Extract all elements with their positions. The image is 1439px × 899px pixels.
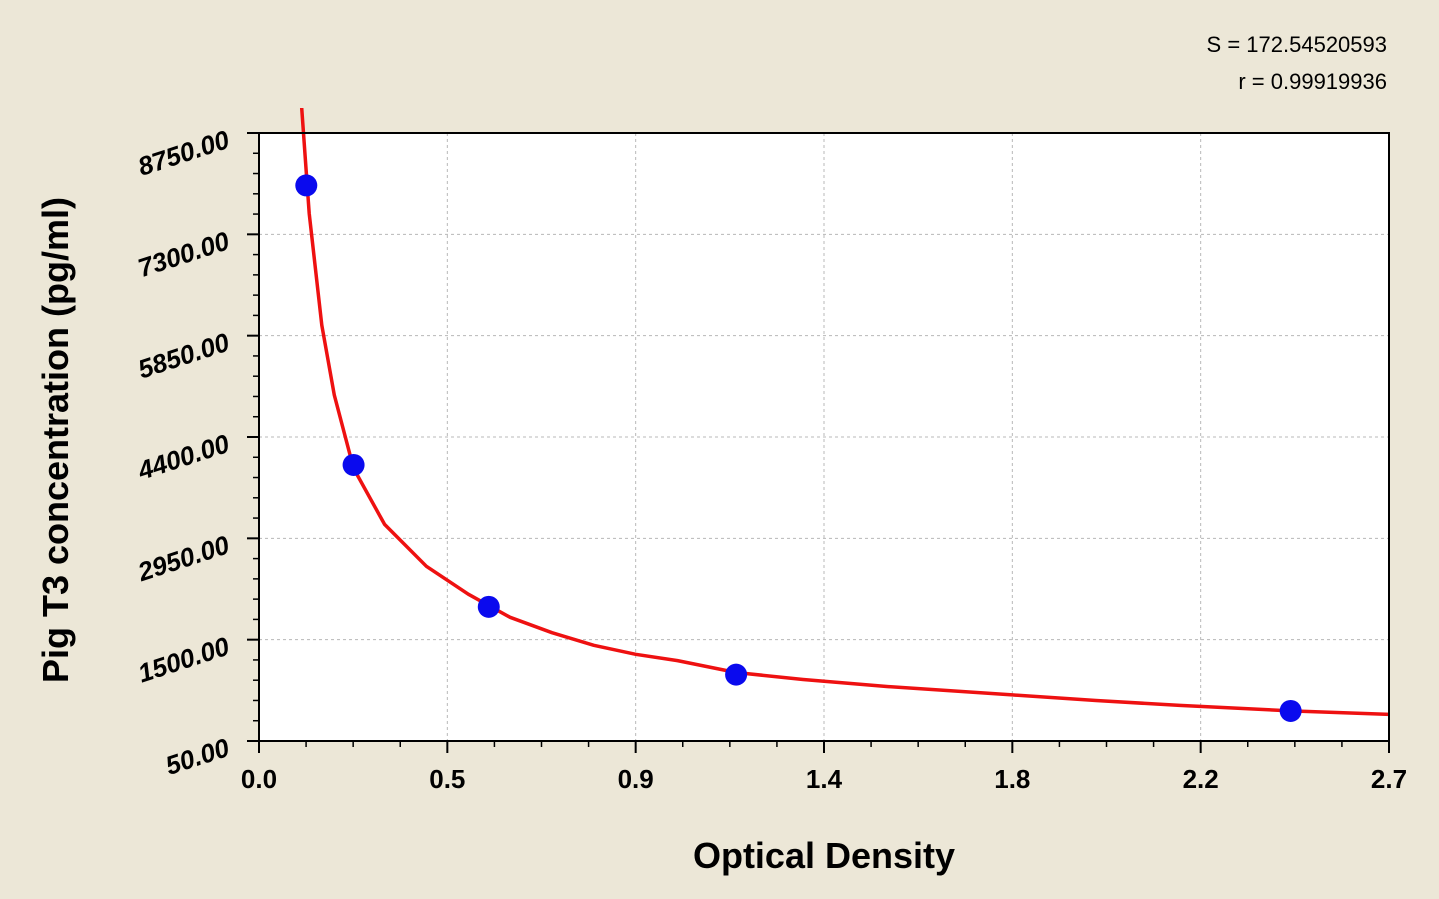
y-axis-title: Pig T3 concentration (pg/ml) [35, 197, 76, 683]
x-axis-title: Optical Density [693, 835, 955, 876]
y-tick-label: 1500.00 [134, 631, 233, 689]
y-tick-label: 5850.00 [134, 327, 233, 385]
y-tick-label: 4400.00 [133, 428, 233, 486]
data-point [1279, 699, 1302, 722]
plot-frame [258, 132, 1390, 742]
x-tick-label: 2.7 [1371, 764, 1407, 794]
data-point [295, 174, 318, 197]
x-tick-label: 0.9 [618, 764, 654, 794]
data-point [725, 663, 748, 686]
x-tick-label: 1.8 [994, 764, 1030, 794]
fit-curve-group [299, 108, 1389, 717]
fit-stat-s: S = 172.54520593 [1206, 32, 1387, 57]
data-point [342, 453, 365, 476]
y-tick-label: 2950.00 [133, 529, 233, 587]
data-points [295, 174, 1302, 722]
x-tick-label: 0.5 [429, 764, 465, 794]
x-tick-labels: 0.0 0.5 0.9 1.4 1.8 2.2 2.7 [241, 764, 1407, 794]
y-tick-label: 50.00 [162, 732, 234, 781]
y-tick-label: 8750.00 [134, 124, 233, 182]
y-tick-label: 7300.00 [134, 225, 233, 283]
fit-stat-r: r = 0.99919936 [1238, 69, 1387, 94]
x-tick-label: 2.2 [1183, 764, 1219, 794]
y-tick-labels: 50.00 1500.00 2950.00 4400.00 5850.00 7300.00… [133, 124, 233, 781]
x-tick-label: 1.4 [806, 764, 843, 794]
x-tick-label: 0.0 [241, 764, 277, 794]
data-point [477, 595, 500, 618]
grid-lines [259, 133, 1389, 741]
fit-curve [299, 108, 1389, 717]
